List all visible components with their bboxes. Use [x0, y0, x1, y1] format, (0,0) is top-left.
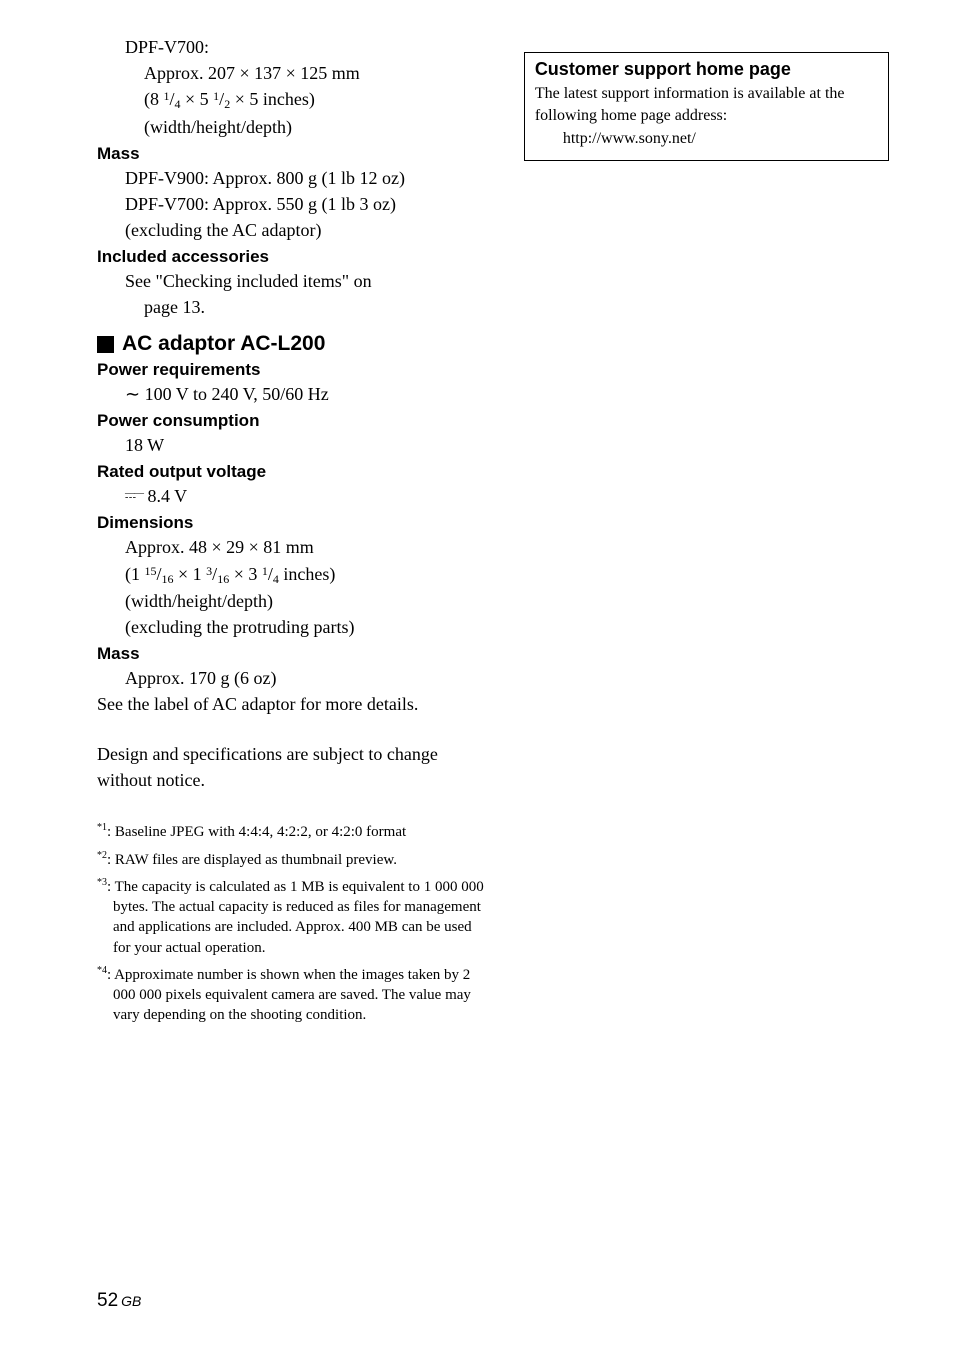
dc-icon: ——- - - [125, 492, 143, 500]
dimensions-head: Dimensions [97, 513, 492, 533]
support-box-body: The latest support information is availa… [535, 83, 878, 126]
included-accessories-head: Included accessories [97, 247, 492, 267]
mass-v900: DPF-V900: Approx. 800 g (1 lb 12 oz) [125, 165, 492, 191]
dpf-v700-dim-mm: Approx. 207 × 137 × 125 mm [144, 60, 492, 86]
support-box: Customer support home page The latest su… [524, 52, 889, 161]
power-cons-head: Power consumption [97, 411, 492, 431]
dpf-v700-dim-in: (8 1/4 × 5 1/2 × 5 inches) [144, 86, 492, 113]
support-box-title: Customer support home page [535, 59, 878, 80]
rated-head: Rated output voltage [97, 462, 492, 482]
dim-in: (1 15/16 × 1 3/16 × 3 1/4 inches) [125, 561, 492, 588]
footnote-1: *1: Baseline JPEG with 4:4:4, 4:2:2, or … [97, 821, 492, 842]
dpf-v700-label: DPF-V700: [125, 34, 492, 60]
inc-acc-line2: page 13. [144, 294, 492, 320]
mass2-val: Approx. 170 g (6 oz) [125, 665, 492, 691]
support-box-url: http://www.sony.net/ [563, 128, 878, 150]
ac-adaptor-head: AC adaptor AC-L200 [97, 332, 492, 356]
see-label: See the label of AC adaptor for more det… [97, 691, 492, 717]
rated-val: ——- - - 8.4 V [125, 483, 492, 509]
power-req-head: Power requirements [97, 360, 492, 380]
power-req-val: ∼ 100 V to 240 V, 50/60 Hz [125, 381, 492, 407]
inc-acc-line1: See "Checking included items" on [125, 268, 492, 294]
dpf-v700-whdepth: (width/height/depth) [144, 114, 492, 140]
power-cons-val: 18 W [125, 432, 492, 458]
footnote-2: *2: RAW files are displayed as thumbnail… [97, 849, 492, 870]
mass-note: (excluding the AC adaptor) [125, 217, 492, 243]
footnote-3: *3: The capacity is calculated as 1 MB i… [97, 876, 492, 958]
dim-mm: Approx. 48 × 29 × 81 mm [125, 534, 492, 560]
dim-whdepth: (width/height/depth) [125, 588, 492, 614]
dim-excl: (excluding the protruding parts) [125, 614, 492, 640]
square-icon [97, 336, 114, 353]
mass-head: Mass [97, 144, 492, 164]
footnote-4: *4: Approximate number is shown when the… [97, 964, 492, 1026]
mass-v700: DPF-V700: Approx. 550 g (1 lb 3 oz) [125, 191, 492, 217]
design-note: Design and specifications are subject to… [97, 741, 492, 793]
page-number: 52GB [97, 1290, 141, 1312]
mass2-head: Mass [97, 644, 492, 664]
